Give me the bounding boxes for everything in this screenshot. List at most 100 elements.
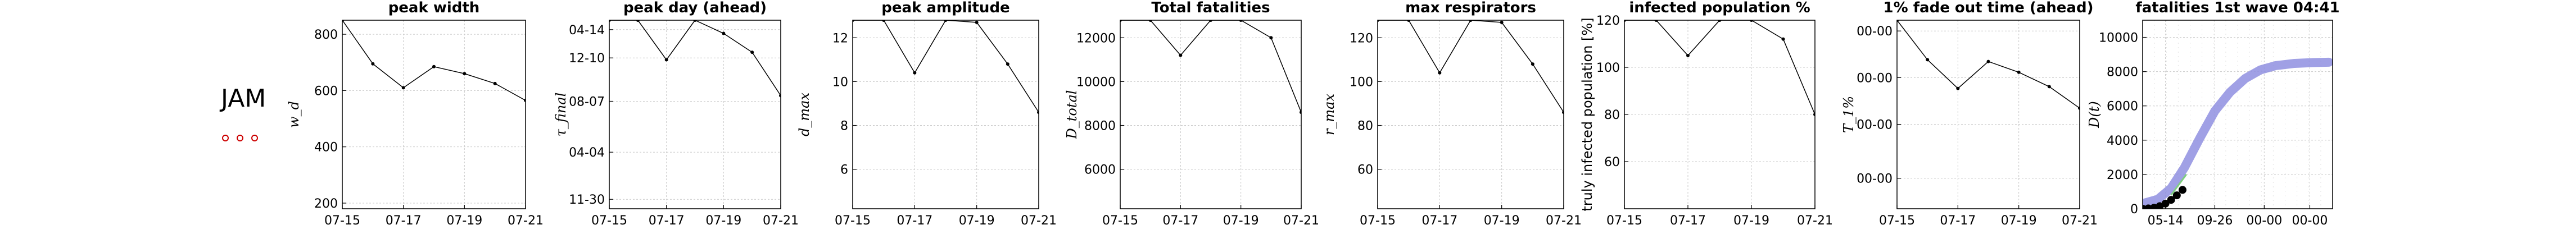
y-tick-label: 00-00 (1857, 172, 1893, 186)
data-point (1531, 62, 1534, 66)
y-tick-label: 0 (2130, 203, 2138, 217)
x-tick-label: 07-17 (386, 214, 422, 228)
fit-curve (2143, 57, 2333, 208)
chart-panel-1: 07-15 07-17 07-19 07-21 200 400 600 800 peak wid… (286, 0, 544, 228)
y-tick-label: 12000 (1076, 31, 1116, 45)
plot-area (2143, 57, 2333, 209)
x-tick-label: 07-17 (1940, 214, 1976, 228)
axes-frame (342, 20, 526, 209)
data-point (463, 72, 467, 76)
y-tick-label: 10000 (1076, 75, 1116, 89)
plot-area (1378, 20, 1564, 114)
data-point (1781, 37, 1785, 41)
chart-panel-8: 05-14 09-26 00-00 00-00 0 2000 4000 6000 8000 100… (2086, 0, 2340, 228)
chart-title: peak width (388, 0, 480, 16)
series-line (1897, 20, 2080, 109)
observed-point (2178, 186, 2186, 194)
y-tick-label: 12-10 (569, 52, 605, 66)
data-point (1006, 62, 1009, 66)
data-point (750, 51, 754, 54)
x-tick-label: 07-15 (1102, 214, 1138, 228)
x-tick-label: 07-17 (1421, 214, 1457, 228)
data-point (2017, 70, 2021, 74)
y-tick-label: 2000 (2107, 168, 2138, 182)
axes-frame (1120, 20, 1302, 209)
y-tick-label: 8000 (2107, 66, 2138, 80)
y-tick-label: 00-00 (1857, 118, 1893, 132)
y-axis-label: w_d (286, 101, 302, 128)
y-tick-label: 6000 (2107, 100, 2138, 114)
axes-frame (1377, 20, 1564, 209)
x-tick-label: 09-26 (2197, 214, 2233, 228)
x-tick-label: 07-19 (2001, 214, 2037, 228)
x-tick-label: 07-15 (1606, 214, 1642, 228)
y-tick-label: 00-00 (1857, 71, 1893, 85)
x-tick-label: 07-21 (1021, 214, 1057, 228)
chart-title: 1% fade out time (ahead) (1884, 0, 2094, 16)
chart-title: peak day (ahead) (623, 0, 767, 16)
plot-area (1120, 20, 1301, 114)
data-point (913, 71, 917, 75)
x-tick-label: 07-19 (1223, 214, 1259, 228)
x-tick-label: 07-17 (897, 214, 932, 228)
y-axis-label: r_max (1321, 94, 1337, 136)
observed-point (2161, 199, 2170, 208)
x-tick-label: 07-21 (508, 214, 544, 228)
chart-panel-6: 07-15 07-17 07-19 07-21 60 80 100 120 infected p… (1579, 0, 1833, 228)
chart-title: max respirators (1405, 0, 1536, 16)
y-tick-label: 10 (832, 75, 848, 89)
x-tick-label: 07-21 (1283, 214, 1319, 228)
y-tick-label: 00-00 (1857, 25, 1893, 39)
x-tick-label: 07-21 (1546, 214, 1582, 228)
axes-frame (609, 20, 781, 209)
y-tick-label: 100 (1596, 61, 1620, 75)
y-tick-label: 120 (1350, 31, 1373, 45)
y-tick-label: 60 (1357, 163, 1373, 177)
y-axis-label: d_max (796, 93, 812, 136)
y-tick-label: 800 (314, 28, 338, 42)
data-point (1926, 58, 1930, 62)
y-tick-label: 60 (1604, 155, 1620, 169)
y-tick-label: 80 (1604, 108, 1620, 122)
x-tick-label: 05-14 (2148, 214, 2184, 228)
x-tick-label: 07-21 (763, 214, 799, 228)
data-point (401, 86, 405, 90)
data-point (1956, 86, 1960, 90)
y-tick-label: 100 (1350, 75, 1373, 89)
data-point (1986, 59, 1990, 63)
y-tick-label: 80 (1357, 120, 1373, 134)
y-axis-label: τ_final (553, 93, 569, 137)
series-line (1378, 20, 1564, 113)
data-point (2047, 85, 2051, 89)
series-line (342, 20, 526, 101)
x-tick-label: 07-17 (1670, 214, 1706, 228)
axes-frame (852, 20, 1039, 209)
y-tick-label: 08-07 (569, 95, 605, 109)
y-axis-label: D(t) (2086, 101, 2102, 129)
y-tick-label: 11-30 (569, 193, 605, 207)
x-tick-label: 07-15 (835, 214, 871, 228)
x-tick-label: 07-15 (1879, 214, 1915, 228)
y-tick-label: 120 (1596, 14, 1620, 28)
series-line (853, 20, 1039, 113)
chart-title: fatalities 1st wave 04:41 (2135, 0, 2339, 16)
x-tick-label: 07-15 (324, 214, 360, 228)
chart-title: infected population % (1629, 0, 1810, 16)
data-point (432, 65, 436, 68)
y-tick-label: 4000 (2107, 134, 2138, 148)
series-line (1120, 20, 1301, 113)
axes-frame (1896, 20, 2080, 209)
chart-panel-7: 07-15 07-17 07-19 07-21 00-00 00-00 00-00 00-00… (1841, 0, 2098, 228)
trend-line (2170, 174, 2187, 196)
x-tick-label: 00-00 (2292, 214, 2328, 228)
legend-dots (222, 135, 258, 141)
y-tick-label: 04-04 (569, 146, 605, 160)
y-tick-label: 200 (314, 197, 338, 211)
data-point (371, 62, 375, 66)
y-tick-label: 6000 (1084, 163, 1116, 177)
y-axis-label: D_total (1064, 90, 1080, 140)
chart-panel-4: 07-15 07-17 07-19 07-21 6000 8000 10000 12000 To… (1064, 0, 1319, 228)
plot-area (342, 20, 526, 102)
plot-area (1897, 20, 2080, 110)
data-point (1179, 53, 1183, 57)
